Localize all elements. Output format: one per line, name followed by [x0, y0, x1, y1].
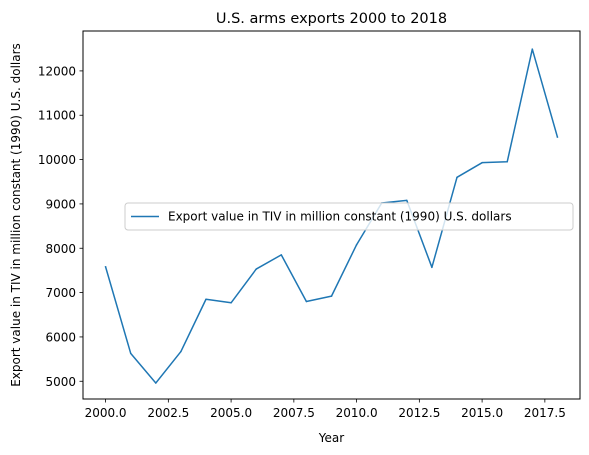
- data-point: [556, 136, 559, 138]
- data-point: [155, 382, 157, 384]
- data-point: [406, 199, 408, 202]
- data-point: [431, 266, 433, 269]
- x-tick-label: 2000.0: [85, 406, 127, 420]
- y-axis-ticks: 5000 6000 7000 8000 9000 10000 11000 12000: [38, 64, 83, 389]
- x-tick-label: 2010.0: [336, 406, 378, 420]
- x-tick-label: 2002.5: [147, 406, 189, 420]
- data-point: [129, 352, 132, 355]
- y-tick-label: 12000: [38, 64, 76, 78]
- legend: Export value in TIV in million constant …: [124, 202, 574, 231]
- x-tick-label: 2005.0: [210, 406, 252, 420]
- data-point: [230, 302, 232, 304]
- y-tick-label: 11000: [38, 109, 76, 123]
- chart-title: U.S. arms exports 2000 to 2018: [216, 11, 447, 27]
- y-tick-label: 5000: [45, 375, 76, 389]
- legend-label: Export value in TIV in million constant …: [168, 210, 512, 224]
- data-point: [355, 243, 358, 246]
- legend-box: [124, 202, 574, 231]
- data-point: [255, 268, 257, 270]
- y-tick-label: 6000: [45, 330, 76, 344]
- data-point: [180, 350, 182, 353]
- x-tick-label: 2015.0: [461, 406, 503, 420]
- y-tick-label: 8000: [45, 242, 76, 256]
- y-tick-label: 9000: [45, 197, 76, 211]
- x-tick-label: 2017.5: [524, 406, 566, 420]
- plot-frame: [82, 30, 581, 400]
- data-point: [104, 266, 107, 268]
- y-axis-label: Export value in TIV in million constant …: [9, 43, 23, 387]
- data-point: [481, 161, 483, 164]
- data-point: [506, 161, 508, 163]
- data-point: [456, 176, 458, 179]
- x-axis-ticks: 2000.0 2002.5 2005.0 2007.5 2010.0 2012.5 2015…: [85, 399, 566, 420]
- x-tick-label: 2007.5: [273, 406, 315, 420]
- data-point: [305, 300, 308, 303]
- data-point: [330, 295, 333, 297]
- x-tick-label: 2012.5: [398, 406, 440, 420]
- x-axis-label: Year: [318, 431, 344, 445]
- data-point: [280, 254, 283, 256]
- data-point: [205, 298, 207, 300]
- y-tick-label: 10000: [38, 153, 76, 167]
- data-point: [531, 48, 534, 50]
- y-tick-label: 7000: [45, 286, 76, 300]
